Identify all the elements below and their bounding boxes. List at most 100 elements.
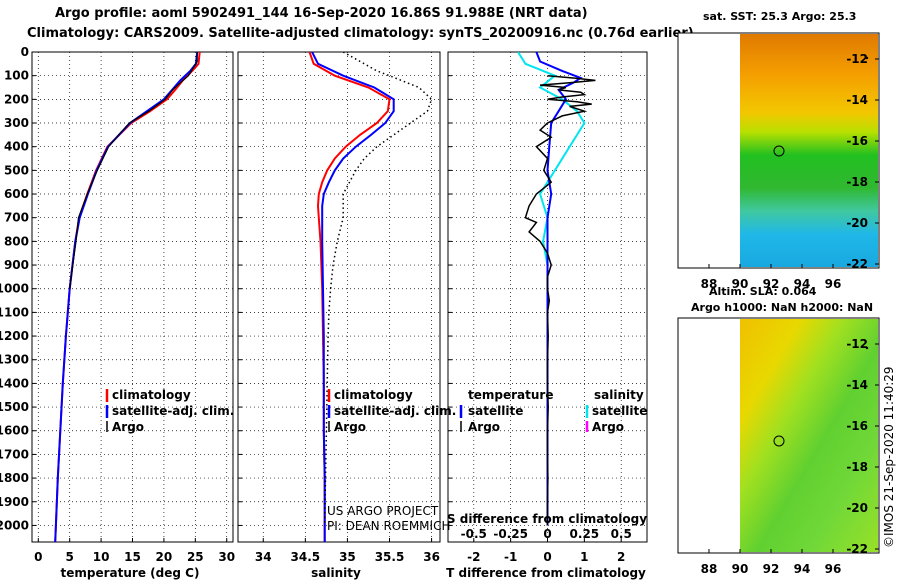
temperature-axis-label: temperature (deg C) bbox=[61, 566, 200, 580]
sla-field bbox=[740, 319, 878, 552]
legend-salinity-argo: Argo bbox=[592, 420, 624, 434]
depth-tick-label: 1900 bbox=[0, 495, 29, 509]
salinity-grid bbox=[238, 51, 440, 542]
temperature-satellite-line bbox=[54, 52, 199, 542]
salinity-axis-label: salinity bbox=[311, 566, 361, 580]
sla-map-title-1: Altim. SLA: 0.064 bbox=[709, 285, 817, 298]
temperature-x-tick-label: 10 bbox=[93, 550, 110, 564]
temperature-legend-argo: Argo bbox=[112, 420, 144, 434]
sla-lat-label: -18 bbox=[846, 460, 868, 474]
s-difference-x-tick-label: 0 bbox=[543, 527, 551, 541]
salinity-legend-argo: Argo bbox=[334, 420, 366, 434]
figure-title-line-2: Climatology: CARS2009. Satellite-adjuste… bbox=[27, 26, 694, 41]
depth-tick-label: 1400 bbox=[0, 376, 29, 390]
depth-tick-label: 600 bbox=[4, 187, 29, 201]
sst-lat-label: -16 bbox=[846, 134, 868, 148]
temperature-x-tick-label: 20 bbox=[156, 550, 173, 564]
figure-title-line-1: Argo profile: aoml 5902491_144 16-Sep-20… bbox=[55, 6, 588, 21]
difference-x-tick-label: 1 bbox=[580, 550, 588, 564]
depth-tick-label: 300 bbox=[4, 116, 29, 130]
s-difference-axis-label: S difference from climatology bbox=[447, 512, 647, 526]
depth-tick-label: 700 bbox=[4, 211, 29, 225]
sla-lon-label: 88 bbox=[701, 562, 718, 576]
sst-lon-label: 96 bbox=[825, 277, 842, 291]
depth-tick-label: 1300 bbox=[0, 353, 29, 367]
temperature-x-tick-label: 5 bbox=[66, 550, 74, 564]
legend-header-temperature: temperature bbox=[468, 388, 553, 402]
s-difference-x-tick-label: 0.5 bbox=[611, 527, 632, 541]
temperature-legend: climatology satellite-adj. clim. Argo bbox=[105, 388, 234, 434]
temperature-x-tick-label: 30 bbox=[218, 550, 235, 564]
sla-lon-label: 90 bbox=[732, 562, 749, 576]
sst-lat-label: -18 bbox=[846, 175, 868, 189]
salinity-x-tick-label: 35.5 bbox=[375, 550, 405, 564]
sla-lat-label: -14 bbox=[846, 378, 868, 392]
sla-lat-label: -16 bbox=[846, 419, 868, 433]
depth-tick-label: 400 bbox=[4, 140, 29, 154]
s-difference-x-tick-label: 0.25 bbox=[570, 527, 600, 541]
salinity-panel-frame bbox=[237, 51, 441, 543]
sla-map-tick-labels: -12 -14 -16 -18 -20 -22 88 90 92 94 96 bbox=[701, 337, 879, 576]
temperature-legend-satellite: satellite-adj. clim. bbox=[112, 404, 234, 418]
legend-temperature-argo: Argo bbox=[468, 420, 500, 434]
depth-tick-label: 100 bbox=[4, 69, 29, 83]
depth-tick-label: 500 bbox=[4, 163, 29, 177]
difference-x-tick-labels: -2 -1 0 1 2 bbox=[467, 550, 625, 564]
sst-lon-label: 88 bbox=[701, 277, 718, 291]
sst-lat-label: -20 bbox=[846, 216, 868, 230]
legend-temperature-satellite: satellite bbox=[468, 404, 523, 418]
difference-x-tick-label: 2 bbox=[617, 550, 625, 564]
depth-tick-label: 1800 bbox=[0, 471, 29, 485]
temperature-x-tick-label: 25 bbox=[187, 550, 204, 564]
sla-lon-label: 96 bbox=[825, 562, 842, 576]
sla-lat-label: -20 bbox=[846, 501, 868, 515]
legend-salinity-satellite: satellite bbox=[592, 404, 647, 418]
temperature-diff-argo-line bbox=[524, 74, 596, 526]
sla-lon-label: 94 bbox=[794, 562, 811, 576]
depth-tick-label: 200 bbox=[4, 92, 29, 106]
salinity-x-tick-label: 35 bbox=[339, 550, 356, 564]
salinity-difference-x-tick-labels: -0.5 -0.25 0 0.25 0.5 bbox=[461, 527, 632, 541]
difference-x-tick-label: -2 bbox=[467, 550, 480, 564]
sst-lon-label: 92 bbox=[763, 277, 780, 291]
depth-tick-label: 900 bbox=[4, 258, 29, 272]
t-difference-axis-label: T difference from climatology bbox=[446, 566, 646, 580]
temperature-x-tick-labels: 0 5 10 15 20 25 30 bbox=[34, 550, 235, 564]
salinity-legend-satellite: satellite-adj. clim. bbox=[334, 404, 456, 418]
salinity-x-tick-labels: 34 34.5 35 35.5 36 bbox=[255, 550, 440, 564]
sst-lat-label: -12 bbox=[846, 52, 868, 66]
temperature-x-tick-label: 15 bbox=[124, 550, 141, 564]
salinity-x-tick-label: 36 bbox=[423, 550, 440, 564]
temperature-argo-line bbox=[69, 52, 198, 289]
sst-lat-label: -14 bbox=[846, 93, 868, 107]
salinity-satellite-line bbox=[311, 52, 395, 542]
depth-tick-label: 1700 bbox=[0, 447, 29, 461]
depth-tick-label: 2000 bbox=[0, 518, 29, 532]
depth-tick-label: 1200 bbox=[0, 329, 29, 343]
depth-tick-label: 1100 bbox=[0, 305, 29, 319]
sst-float-position-marker bbox=[773, 145, 785, 157]
sst-lon-label: 94 bbox=[794, 277, 811, 291]
sst-field bbox=[740, 34, 878, 267]
salinity-legend: climatology satellite-adj. clim. Argo bbox=[327, 388, 456, 434]
sst-lat-label: -22 bbox=[846, 257, 868, 271]
sla-lat-label: -12 bbox=[846, 337, 868, 351]
depth-tick-label: 1000 bbox=[0, 282, 29, 296]
difference-legend: temperature salinity satellite Argo sate… bbox=[459, 388, 647, 434]
sla-float-position-marker bbox=[773, 435, 785, 447]
sla-map: -12 -14 -16 -18 -20 -22 88 90 92 94 96 bbox=[677, 317, 880, 576]
sst-map-tick-labels: -12 -14 -16 -18 -20 -22 88 90 92 94 96 bbox=[701, 52, 879, 291]
temperature-diff-satellite-line bbox=[535, 52, 583, 526]
imos-credit: ©IMOS 21-Sep-2020 11:40:29 bbox=[882, 366, 896, 548]
sla-lon-label: 92 bbox=[763, 562, 780, 576]
depth-tick-label: 1500 bbox=[0, 400, 29, 414]
depth-tick-label: 1600 bbox=[0, 424, 29, 438]
salinity-x-tick-label: 34 bbox=[255, 550, 272, 564]
temperature-x-tick-label: 0 bbox=[34, 550, 42, 564]
sst-map-title: sat. SST: 25.3 Argo: 25.3 bbox=[703, 10, 857, 23]
legend-header-salinity: salinity bbox=[594, 388, 644, 402]
difference-x-tick-label: 0 bbox=[543, 550, 551, 564]
temperature-grid bbox=[32, 51, 233, 542]
s-difference-x-tick-label: -0.25 bbox=[493, 527, 528, 541]
